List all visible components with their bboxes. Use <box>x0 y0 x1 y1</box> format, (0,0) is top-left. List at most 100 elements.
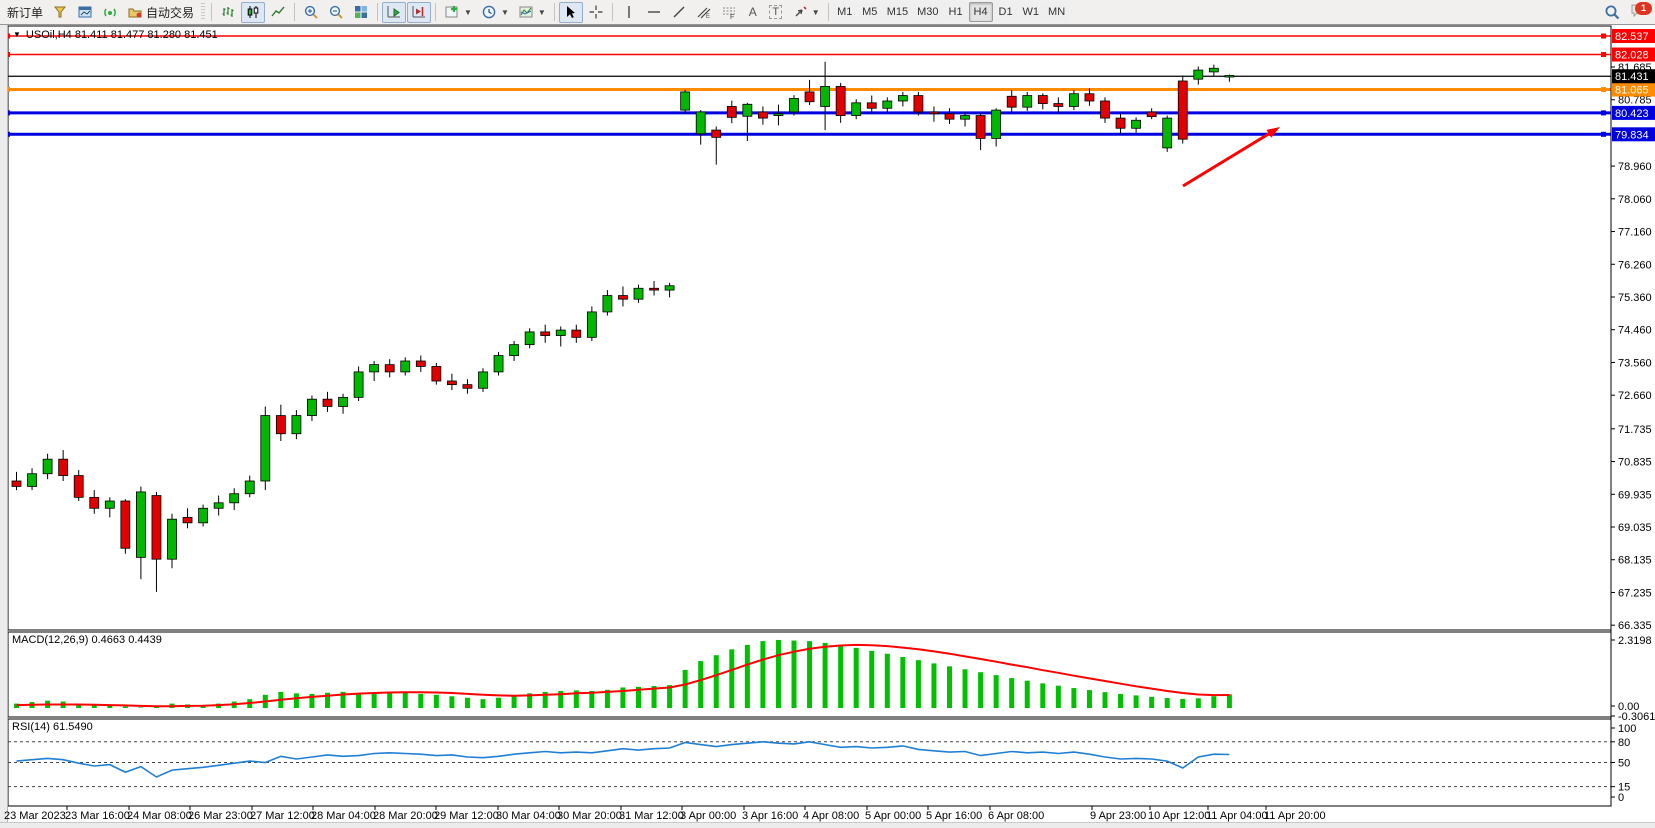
line-handle[interactable] <box>1601 33 1606 39</box>
time-axis-label: 30 Mar 20:00 <box>557 810 622 822</box>
timeframe-h1[interactable]: H1 <box>943 2 968 22</box>
candle <box>540 331 551 336</box>
candle <box>244 480 255 495</box>
trendline-tool[interactable] <box>667 2 691 23</box>
chart-shift-button[interactable] <box>407 1 432 23</box>
search-button[interactable] <box>1600 2 1625 23</box>
zoom-in-icon <box>303 4 319 20</box>
timeframe-h4[interactable]: H4 <box>968 2 993 22</box>
timeframe-mn[interactable]: MN <box>1044 2 1070 22</box>
svg-text:E: E <box>706 14 710 20</box>
time-axis-label: 5 Apr 16:00 <box>926 810 983 822</box>
line-handle[interactable] <box>1601 110 1606 116</box>
indicators-button[interactable]: ▼ <box>440 2 476 23</box>
macd-bar <box>371 692 377 708</box>
crosshair-tool-button[interactable] <box>584 2 608 23</box>
price-tick-label: 78.960 <box>1618 161 1652 173</box>
candle <box>991 109 1002 139</box>
chart-bars-button[interactable] <box>216 2 240 23</box>
price-tick-label: 73.560 <box>1618 357 1652 369</box>
templates-button[interactable]: ▼ <box>514 2 550 23</box>
candle <box>369 364 380 373</box>
text-tool-icon: A <box>748 5 757 19</box>
channel-tool[interactable]: E <box>692 2 716 23</box>
funnel-icon <box>52 4 68 20</box>
timeframe-m30[interactable]: M30 <box>913 2 943 22</box>
macd-bar <box>698 661 704 708</box>
time-axis-label: 3 Apr 16:00 <box>742 810 799 822</box>
macd-bar <box>1164 698 1170 708</box>
price-tick-label: 77.160 <box>1618 227 1652 239</box>
macd-bar <box>356 693 362 708</box>
zoom-in-button[interactable] <box>299 2 323 23</box>
macd-bar <box>884 653 890 708</box>
candle <box>1131 119 1141 129</box>
notifications-button[interactable]: 1 <box>1626 1 1652 23</box>
price-tick-label: 74.460 <box>1618 325 1652 337</box>
price-axis[interactable]: 81.68580.78578.96078.06077.16076.26075.3… <box>1610 26 1655 806</box>
macd-bar <box>433 694 439 708</box>
fibonacci-tool[interactable]: F <box>717 2 741 23</box>
timeframe-m15[interactable]: M15 <box>882 2 913 22</box>
dropdown-caret: ▼ <box>500 7 509 17</box>
candle <box>820 86 830 107</box>
time-axis-label: 6 Apr 08:00 <box>988 810 1045 822</box>
candle <box>73 475 84 498</box>
market-watch-button[interactable] <box>73 2 97 23</box>
new-order-button[interactable]: 新订单 <box>3 2 47 23</box>
timeframe-d1[interactable]: D1 <box>993 2 1018 22</box>
macd-bar <box>1102 692 1108 708</box>
macd-pane[interactable]: 2.3198 0.00-0.3061 <box>14 635 1655 723</box>
chart-funnel-button[interactable] <box>48 2 72 23</box>
candle <box>664 285 675 291</box>
candle <box>493 355 504 373</box>
periods-button[interactable]: ▼ <box>477 2 513 23</box>
time-axis-ticks <box>5 806 1267 810</box>
arrows-tool[interactable]: ▼ <box>788 2 824 23</box>
macd-bar <box>853 647 859 708</box>
rsi-pane[interactable]: 100 80 50 150 <box>8 723 1636 804</box>
signal-button[interactable] <box>98 2 122 23</box>
price-tick-label: 76.260 <box>1618 259 1652 271</box>
line-handle[interactable] <box>1601 52 1606 58</box>
macd-bar <box>900 656 906 708</box>
auto-scroll-button[interactable] <box>382 1 407 23</box>
macd-bar <box>1040 683 1046 708</box>
tile-windows-button[interactable] <box>349 2 373 23</box>
zoom-out-button[interactable] <box>324 2 348 23</box>
candle <box>415 360 426 367</box>
cursor-icon <box>563 4 579 20</box>
horizontal-line-icon <box>646 4 662 20</box>
arrow-annotation[interactable] <box>1182 127 1280 188</box>
text-tool[interactable]: A <box>742 2 764 23</box>
candle <box>1115 117 1126 129</box>
candle <box>555 329 566 336</box>
time-axis-label: 9 Apr 23:00 <box>1090 810 1147 822</box>
tile-windows-icon <box>353 4 369 20</box>
chart-line-button[interactable] <box>266 2 290 23</box>
candle <box>680 91 691 111</box>
candle <box>42 458 53 475</box>
vertical-line-tool[interactable] <box>617 2 641 23</box>
text-label-tool[interactable]: T <box>765 2 787 23</box>
autotrade-button[interactable]: 自动交易 <box>123 2 198 23</box>
macd-bar <box>1024 680 1030 708</box>
timeframe-m5[interactable]: M5 <box>857 2 882 22</box>
candle <box>804 91 815 103</box>
macd-bar <box>760 641 766 708</box>
candle <box>135 491 146 558</box>
timeframe-m1[interactable]: M1 <box>832 2 857 22</box>
line-handle[interactable] <box>1601 131 1606 137</box>
line-handle[interactable] <box>1601 87 1606 93</box>
price-tick-label: 66.335 <box>1618 620 1652 632</box>
chart-candles-button[interactable] <box>241 1 266 23</box>
macd-bar <box>729 649 735 708</box>
cursor-tool-button[interactable] <box>558 1 583 23</box>
candle <box>524 331 535 346</box>
price-pane[interactable] <box>5 33 1611 592</box>
svg-text:82.028: 82.028 <box>1615 50 1649 62</box>
timeframe-w1[interactable]: W1 <box>1018 2 1044 22</box>
macd-axis-label: -0.3061 <box>1618 711 1655 723</box>
horizontal-line-tool[interactable] <box>642 2 666 23</box>
